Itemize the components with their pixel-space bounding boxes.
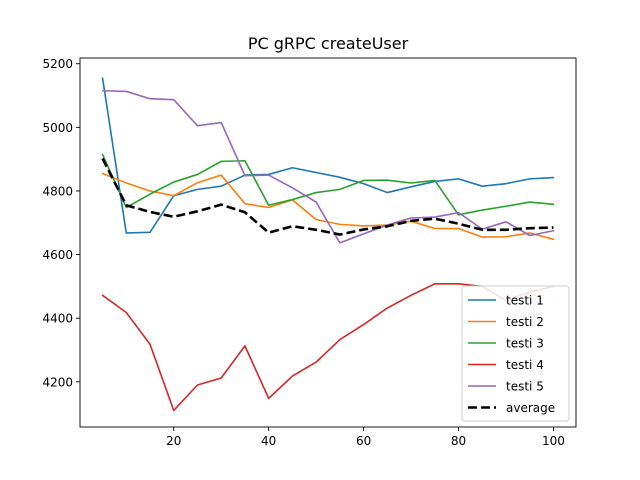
y-tick-label: 4600 bbox=[42, 248, 73, 262]
series-line-average bbox=[101, 157, 554, 236]
legend-label: testi 4 bbox=[506, 358, 544, 372]
chart-title: PC gRPC createUser bbox=[248, 34, 409, 53]
x-tick-label: 80 bbox=[451, 434, 466, 448]
y-tick-label: 5000 bbox=[42, 121, 73, 135]
y-tick-label: 4800 bbox=[42, 184, 73, 198]
series-line-testi-5 bbox=[101, 89, 555, 244]
series-line-testi-3 bbox=[101, 153, 555, 216]
legend-label: testi 3 bbox=[506, 337, 544, 351]
legend: testi 1 testi 2 testi 3 testi 4 testi 5 avera… bbox=[461, 285, 570, 422]
plot-frame bbox=[79, 57, 577, 428]
y-tick-label: 5200 bbox=[42, 57, 73, 71]
x-tick-label: 60 bbox=[356, 434, 371, 448]
legend-label: testi 5 bbox=[506, 380, 544, 394]
x-tick-label: 40 bbox=[261, 434, 276, 448]
x-tick-label: 100 bbox=[542, 434, 565, 448]
series-layer bbox=[101, 77, 555, 412]
y-tick-label: 4200 bbox=[42, 375, 73, 389]
legend-label: testi 1 bbox=[506, 294, 544, 308]
legend-box bbox=[461, 285, 570, 422]
series-line-testi-1 bbox=[101, 77, 555, 234]
legend-label: testi 2 bbox=[506, 315, 544, 329]
legend-label: average bbox=[506, 401, 555, 415]
y-tick-label: 4400 bbox=[42, 312, 73, 326]
axes-layer: 20 40 60 80 100 4200 4400 4600 4800 5000 5200 bbox=[42, 57, 577, 448]
x-tick-label: 20 bbox=[166, 434, 181, 448]
